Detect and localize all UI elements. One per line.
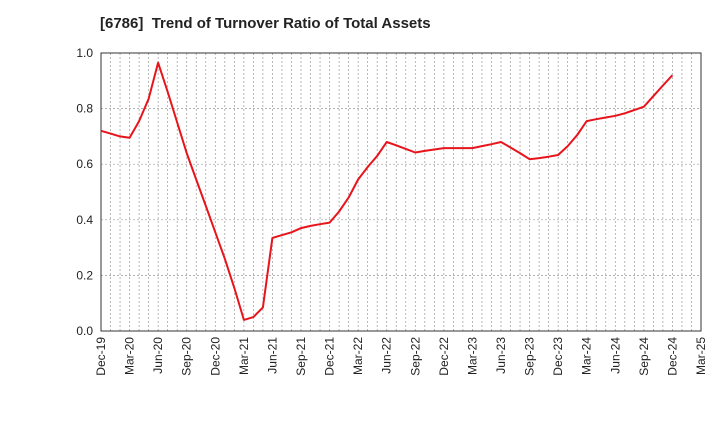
y-tick-label: 0.8 [76, 102, 93, 116]
x-tick-label: Sep-20 [180, 337, 194, 376]
y-tick-label: 0.0 [76, 324, 93, 338]
y-tick-label: 0.2 [76, 268, 93, 282]
x-tick-label: Mar-21 [237, 337, 251, 375]
x-tick-label: Jun-22 [380, 337, 394, 374]
series-line [100, 61, 674, 321]
x-tick-label: Sep-21 [294, 337, 308, 376]
x-tick-label: Dec-19 [94, 337, 108, 376]
x-tick-label: Sep-22 [408, 337, 422, 376]
x-tick-label: Mar-24 [580, 337, 594, 375]
y-tick-label: 1.0 [76, 46, 93, 60]
x-tick-label: Jun-20 [151, 337, 165, 374]
chart-title: [6786] Trend of Turnover Ratio of Total … [100, 15, 431, 32]
x-tick-label: Dec-20 [208, 337, 222, 376]
x-tick-label: Dec-23 [551, 337, 565, 376]
x-tick-label: Mar-23 [465, 337, 479, 375]
x-tick-label: Dec-21 [323, 337, 337, 376]
x-tick-label: Mar-25 [694, 337, 708, 375]
x-tick-label: Jun-24 [608, 337, 622, 374]
plot-frame [100, 52, 702, 332]
x-tick-label: Jun-21 [265, 337, 279, 374]
x-tick-label: Sep-23 [523, 337, 537, 376]
x-tick-label: Mar-20 [123, 337, 137, 375]
x-tick-label: Jun-23 [494, 337, 508, 374]
x-tick-label: Sep-24 [637, 337, 651, 376]
x-tick-label: Mar-22 [351, 337, 365, 375]
x-tick-label: Dec-22 [437, 337, 451, 376]
y-tick-label: 0.4 [76, 213, 93, 227]
x-tick-label: Dec-24 [665, 337, 679, 376]
y-tick-label: 0.6 [76, 157, 93, 171]
